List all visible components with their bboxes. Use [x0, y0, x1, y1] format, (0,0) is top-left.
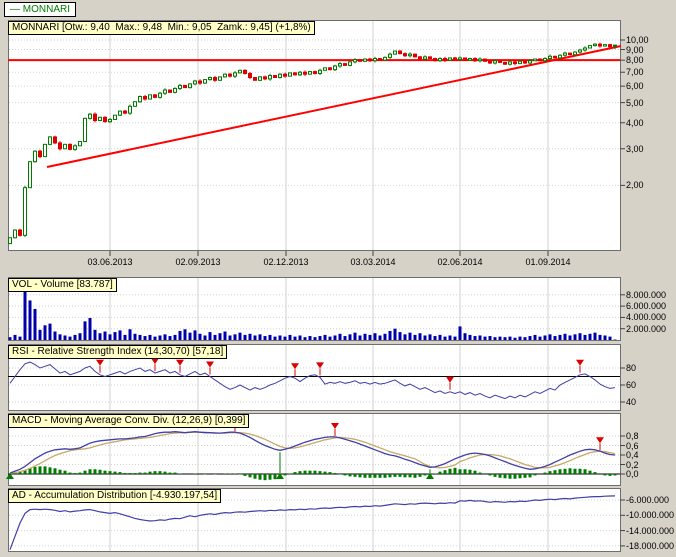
rsi-indicator-label: RSI - Relative Strength Index (14,30,70)…: [8, 345, 228, 359]
legend-line-icon: —: [10, 4, 20, 15]
x-tick-label: 02.12.2013: [263, 257, 309, 267]
y-tick-label: 6.000.000: [626, 301, 667, 312]
y-tick-label: 60: [626, 380, 637, 390]
y-tick-label: 0,2: [626, 459, 639, 470]
y-tick-label: -6.000.000: [626, 495, 670, 505]
symbol-legend[interactable]: — MONNARI: [4, 2, 77, 17]
y-tick-label: 4,00: [626, 117, 644, 128]
y-tick-label: 9,00: [626, 44, 644, 55]
y-tick-label: 2,00: [626, 180, 644, 191]
y-tick-label: 0,4: [626, 450, 639, 460]
volume-indicator-label: VOL - Volume [83.787]: [8, 278, 117, 292]
ad-indicator-label: AD - Accumulation Distribution [-4.930.1…: [8, 489, 222, 503]
ohlc-info-label: MONNARI [Otw.: 9,40 Max.: 9,48 Min.: 9,0…: [8, 21, 315, 35]
y-tick-label: 4.000.000: [626, 312, 667, 323]
y-tick-label: 8.000.000: [626, 289, 667, 300]
y-tick-label: -14.000.000: [626, 525, 675, 536]
y-tick-label: -10.000.000: [626, 510, 675, 521]
main-price-panel[interactable]: [8, 20, 621, 251]
x-tick-label: 01.09.2014: [525, 257, 571, 267]
macd-indicator-label: MACD - Moving Average Conv. Div. (12,26,…: [8, 414, 250, 428]
y-tick-label: 5,00: [626, 97, 644, 108]
y-tick-label: 6,00: [626, 81, 644, 92]
x-tick-label: 03.06.2013: [87, 257, 133, 267]
y-tick-label: 8,00: [626, 55, 644, 66]
y-tick-label: 7,00: [626, 67, 644, 78]
y-tick-label: -18.000.000: [626, 540, 675, 551]
y-tick-label: 80: [626, 363, 637, 373]
y-tick-label: 0,8: [626, 431, 639, 441]
legend-symbol-label: MONNARI: [22, 4, 71, 15]
y-tick-label: 0,0: [626, 469, 639, 479]
y-tick-label: 2.000.000: [626, 323, 667, 334]
x-tick-label: 03.03.2014: [350, 257, 396, 267]
y-tick-label: 10,00: [626, 35, 649, 45]
x-tick-label: 02.06.2014: [437, 257, 483, 267]
y-tick-label: 40: [626, 397, 637, 407]
y-tick-label: 0,6: [626, 440, 639, 451]
y-tick-label: 3,00: [626, 143, 644, 154]
x-tick-label: 02.09.2013: [175, 257, 221, 267]
